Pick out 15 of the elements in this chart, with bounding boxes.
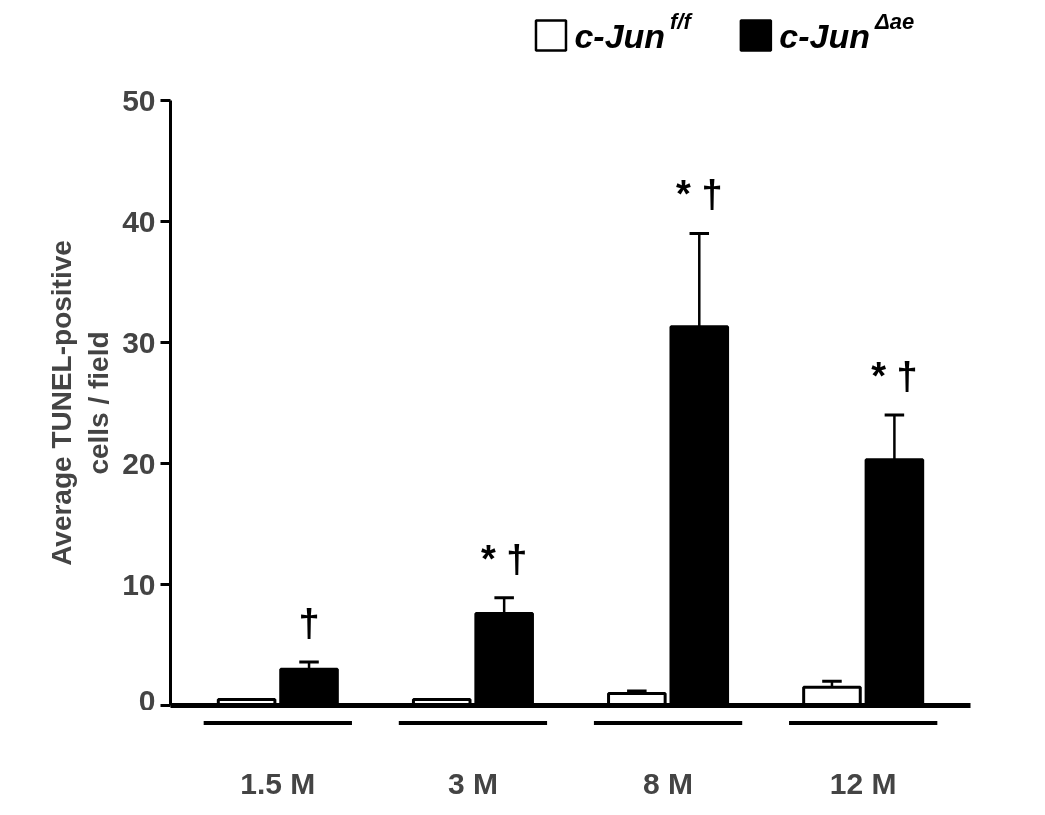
y-tick-label: 0 [138, 683, 156, 717]
annotation: * † [871, 354, 918, 397]
y-tick-label: 30 [122, 325, 156, 359]
x-tick-label: 1.5 M [240, 766, 316, 800]
x-tick-label: 12 M [829, 766, 897, 800]
y-tick-label: 20 [122, 446, 156, 480]
x-tick-label: 8 M [643, 766, 694, 800]
annotation: * † [480, 537, 528, 580]
annotation: * † [676, 173, 723, 216]
y-tick-label: 10 [122, 567, 156, 601]
y-tick-label: 40 [122, 204, 156, 238]
annotation: † [298, 601, 320, 644]
y-axis-title: Average TUNEL-positive cells / field [45, 240, 115, 566]
y-tick-label: 50 [122, 83, 156, 117]
x-tick-label: 3 M [447, 766, 498, 800]
